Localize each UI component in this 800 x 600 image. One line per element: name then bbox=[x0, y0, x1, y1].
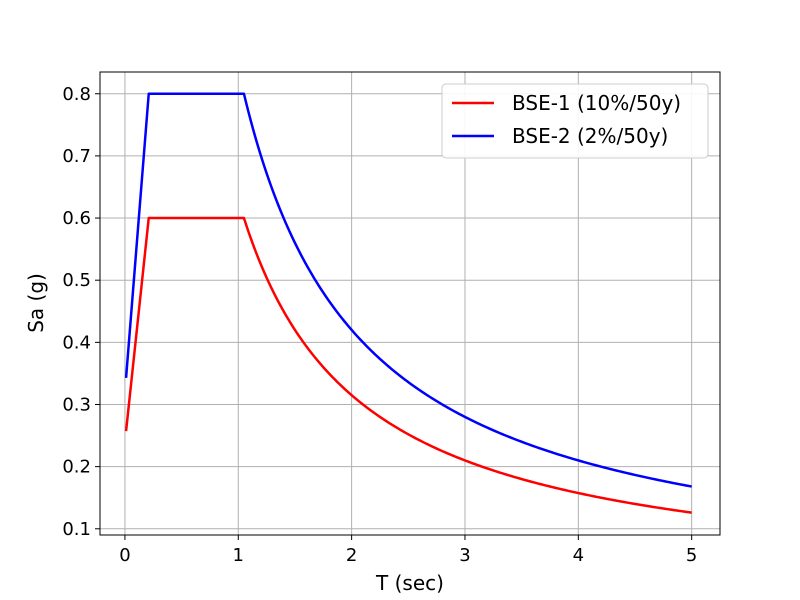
plot-frame bbox=[99, 71, 721, 536]
x-tick-label: 5 bbox=[686, 545, 697, 566]
legend-box bbox=[441, 83, 709, 159]
series-line-bse-1-10-50y bbox=[124, 216, 692, 514]
y-tick-label: 0.8 bbox=[62, 84, 91, 105]
x-tick-label: 4 bbox=[573, 545, 584, 566]
x-tick-label: 2 bbox=[346, 545, 357, 566]
legend: BSE-1 (10%/50y) BSE-2 (2%/50y) bbox=[441, 83, 709, 159]
y-tick-label: 0.5 bbox=[62, 270, 91, 291]
x-axis-label: T (sec) bbox=[375, 571, 444, 595]
y-tick-label: 0.2 bbox=[62, 457, 91, 478]
legend-label-bse-1: BSE-1 (10%/50y) bbox=[512, 91, 681, 115]
x-axis-ticks: 0 1 2 3 4 5 bbox=[119, 535, 697, 566]
x-tick-label: 3 bbox=[459, 545, 470, 566]
y-tick-label: 0.6 bbox=[62, 208, 91, 229]
y-tick-label: 0.7 bbox=[62, 146, 91, 167]
y-tick-label: 0.4 bbox=[62, 332, 91, 353]
series-line-bse-2-2-50y bbox=[124, 92, 692, 488]
x-tick-label: 0 bbox=[119, 545, 130, 566]
y-tick-label: 0.3 bbox=[62, 394, 91, 415]
series-lines bbox=[124, 92, 692, 514]
legend-label-bse-2: BSE-2 (2%/50y) bbox=[512, 124, 668, 148]
y-tick-label: 0.1 bbox=[62, 519, 91, 540]
grid bbox=[100, 72, 720, 535]
y-axis-ticks: 0.1 0.2 0.3 0.4 0.5 0.6 0.7 0.8 bbox=[62, 84, 100, 540]
y-axis-label: Sa (g) bbox=[24, 273, 48, 333]
x-tick-label: 1 bbox=[233, 545, 244, 566]
